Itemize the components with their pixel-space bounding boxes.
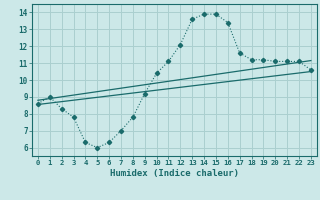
X-axis label: Humidex (Indice chaleur): Humidex (Indice chaleur)	[110, 169, 239, 178]
